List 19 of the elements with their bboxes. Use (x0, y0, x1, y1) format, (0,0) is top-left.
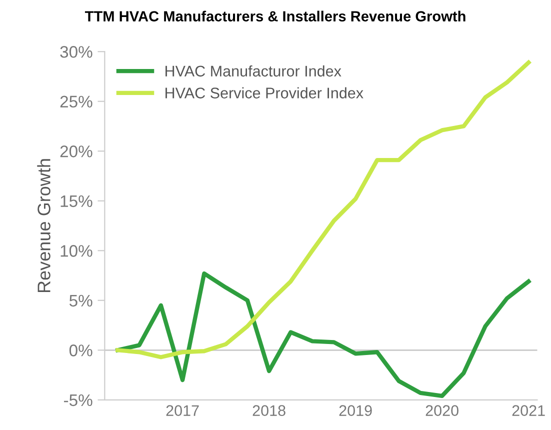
line-series (116, 271, 531, 398)
y-tick-label: 20% (60, 146, 92, 158)
legend-label: HVAC Service Provider Index (166, 87, 364, 98)
line-series (116, 60, 531, 360)
y-tick-label: 30% (60, 46, 92, 58)
y-tick-label: 15% (60, 195, 92, 208)
x-tick-label: 2019 (339, 405, 372, 416)
x-tick-label: 2018 (252, 405, 286, 416)
y-tick-label: 10% (60, 245, 92, 257)
legend-label: HVAC Manufacturor Index (166, 65, 342, 77)
y-axis-title: Revenue Growth (37, 159, 50, 292)
x-tick-label: 2017 (166, 405, 199, 416)
x-tick-label: 2021 (512, 405, 545, 416)
x-tick-label: 2020 (426, 405, 458, 416)
chart-title: TTM HVAC Manufacturers & Installers Revenue Growth (84, 10, 466, 22)
y-tick-label: -5% (64, 394, 92, 406)
y-tick-label: 5% (69, 294, 92, 307)
y-tick-label: 25% (60, 96, 92, 108)
y-tick-label: 0% (69, 344, 92, 356)
